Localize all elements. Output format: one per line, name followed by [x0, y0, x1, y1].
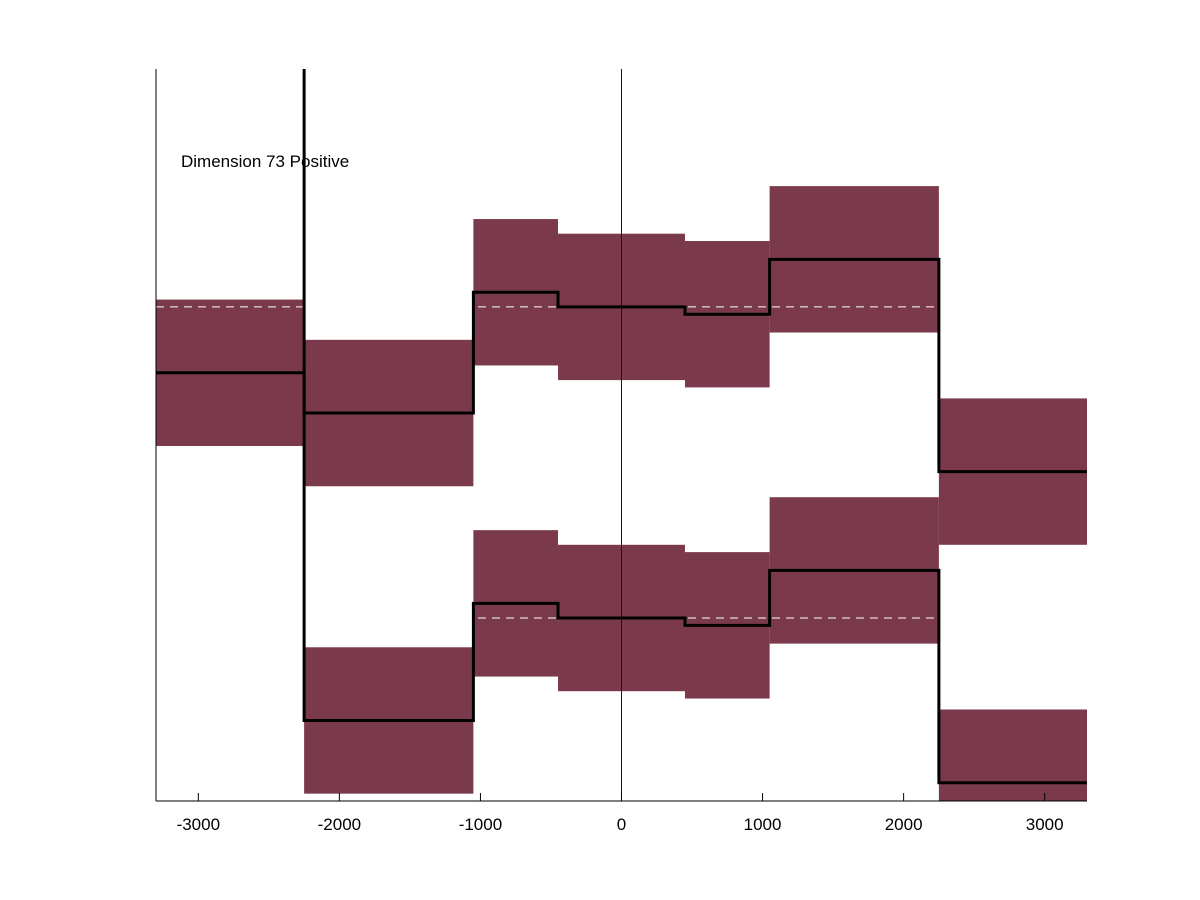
axes: -3000 -2000 -1000 0 1000 2000 3000 — [155, 69, 1087, 834]
plot-area — [156, 0, 1087, 801]
x-tick-label-0: -3000 — [177, 815, 220, 834]
x-tick-label-1: -2000 — [318, 815, 361, 834]
x-tick-label-6: 3000 — [1026, 815, 1064, 834]
step-line-2 — [302, 69, 1087, 785]
step-line-1 — [156, 257, 1087, 474]
x-tick-label-4: 1000 — [744, 815, 782, 834]
x-tick-label-5: 2000 — [885, 815, 923, 834]
annotation-label: Dimension 73 Positive — [181, 152, 349, 171]
band-2-7 — [938, 709, 1087, 801]
band-2-1 — [156, 0, 304, 69]
x-tick-label-2: -1000 — [459, 815, 502, 834]
x-tick-label-3: 0 — [617, 815, 626, 834]
